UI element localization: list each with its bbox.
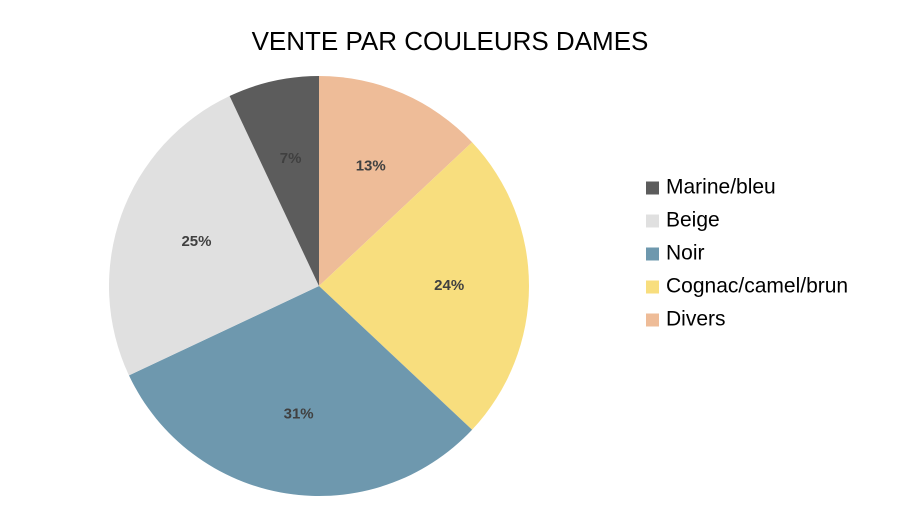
data-label-noir: 31% <box>284 406 314 423</box>
pie-slices <box>108 76 529 496</box>
legend-label-marine-bleu: Marine/bleu <box>666 176 776 199</box>
data-label-beige: 25% <box>181 233 211 250</box>
pie-slice-beige <box>108 95 320 376</box>
legend-label-divers: Divers <box>666 308 726 331</box>
legend: Marine/bleu Beige Noir Cognac/camel/brun Div… <box>646 176 848 331</box>
chart-title: VENTE PAR COULEURS DAMES <box>252 26 649 56</box>
legend-label-noir: Noir <box>666 242 705 265</box>
data-label-cognac-camel-brun: 24% <box>434 277 464 294</box>
legend-swatch-beige <box>646 214 659 228</box>
pie-slice-divers <box>319 76 473 286</box>
data-label-divers: 13% <box>356 157 386 174</box>
slice-labels: 13% 24% 31% 25% 7% <box>181 150 464 423</box>
pie-slice-cognac-camel-brun <box>319 142 529 430</box>
legend-swatch-divers <box>646 313 659 327</box>
legend-swatch-noir <box>646 247 659 261</box>
legend-label-beige: Beige <box>666 209 720 232</box>
pie-slice-noir <box>128 286 473 496</box>
legend-swatch-cognac-camel-brun <box>646 280 659 294</box>
legend-label-cognac-camel-brun: Cognac/camel/brun <box>666 275 848 298</box>
pie-slice-marine-bleu <box>229 76 319 286</box>
data-label-marine-bleu: 7% <box>280 150 302 167</box>
legend-swatch-marine-bleu <box>646 181 659 195</box>
